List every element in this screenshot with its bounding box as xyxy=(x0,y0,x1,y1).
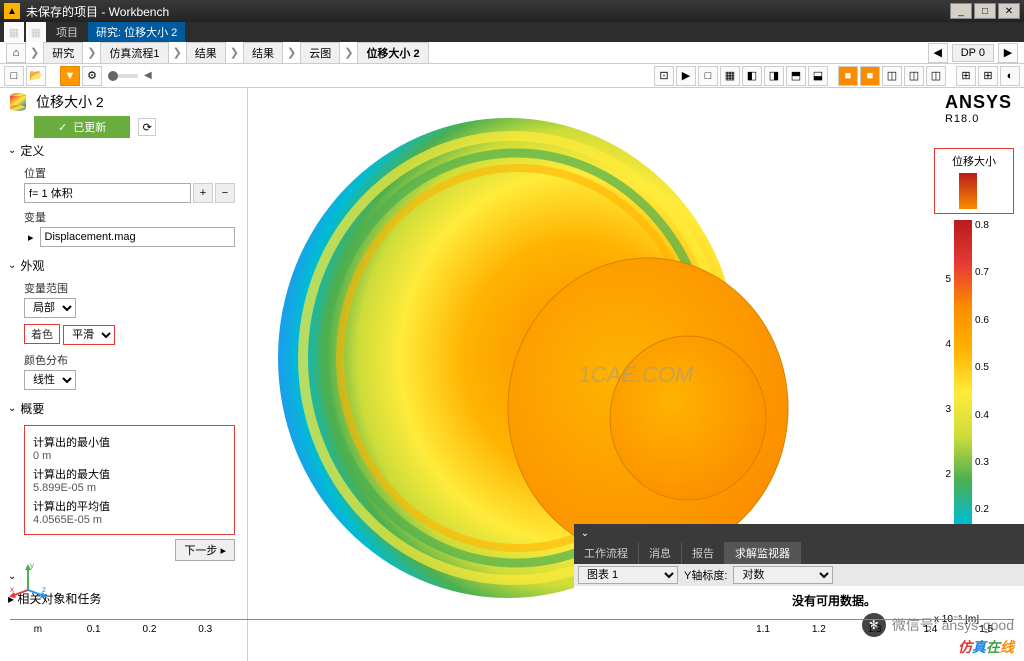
next-button[interactable]: 下一步 ▸ xyxy=(175,539,235,561)
tool-filter-icon[interactable]: ▼ xyxy=(60,66,80,86)
bc-contour[interactable]: 云图 xyxy=(300,42,340,64)
properties-panel: 位移大小 2 已更新 ⟳ 定义 位置 + − 变量 ▸ 外观 变量范围 局 xyxy=(0,88,248,661)
min-label: 计算出的最小值 xyxy=(33,434,226,450)
view-icon-5[interactable]: ◧ xyxy=(742,66,762,86)
chevron-right-icon: ❯ xyxy=(171,46,184,59)
view-icon-8[interactable]: ⬓ xyxy=(808,66,828,86)
toolbar: □ 📂 ▼ ⚙ ◀ ⊡ ▶ □ ▦ ◧ ◨ ⬒ ⬓ ■ ■ ◫ ◫ ◫ ⊞ ⊞ … xyxy=(0,64,1024,88)
view-icon-12[interactable]: ⊞ xyxy=(956,66,976,86)
range-select[interactable]: 局部 xyxy=(24,298,76,318)
menubar: ▦ ▦ 项目 研究: 位移大小 2 xyxy=(0,22,1024,42)
chevron-right-icon: ❯ xyxy=(85,46,98,59)
panel-empty-text: 没有可用数据。 xyxy=(574,586,1024,615)
titlebar: ▲ 未保存的项目 - Workbench _ □ ✕ xyxy=(0,0,1024,22)
section-definition[interactable]: 定义 xyxy=(0,138,247,163)
result-cylinder-icon xyxy=(6,90,30,114)
dp-label[interactable]: DP 0 xyxy=(952,44,994,62)
view-icon-13[interactable]: ⊞ xyxy=(978,66,998,86)
bc-prev-icon[interactable]: ◀ xyxy=(928,43,948,63)
panel-collapse-icon[interactable]: ⌄ xyxy=(574,524,596,542)
avg-label: 计算出的平均值 xyxy=(33,498,226,514)
bc-results2[interactable]: 结果 xyxy=(243,42,283,64)
chevron-right-icon: ❯ xyxy=(28,46,41,59)
section-appearance[interactable]: 外观 xyxy=(0,253,247,278)
view-orange-1-icon[interactable]: ■ xyxy=(838,66,858,86)
position-input[interactable] xyxy=(24,183,191,203)
viewport[interactable]: 1CAE.COM ANSYS R18.0 位移大小 543210 0.80.70… xyxy=(248,88,1024,661)
summary-box: 计算出的最小值 0 m 计算出的最大值 5.899E-05 m 计算出的平均值 … xyxy=(24,425,235,535)
chevron-right-icon: ❯ xyxy=(342,46,355,59)
view-icon-14[interactable]: ◐ xyxy=(1000,66,1020,86)
max-value: 5.899E-05 m xyxy=(33,482,226,494)
chevron-right-icon: ❯ xyxy=(285,46,298,59)
window-title: 未保存的项目 - Workbench xyxy=(26,3,948,20)
coloring-label: 着色 xyxy=(24,324,60,344)
status-badge: 已更新 xyxy=(34,116,130,138)
max-label: 计算出的最大值 xyxy=(33,466,226,482)
bc-next-icon[interactable]: ▶ xyxy=(998,43,1018,63)
result-title: 位移大小 2 xyxy=(36,92,104,112)
svg-text:x: x xyxy=(10,585,14,594)
tab-monitor[interactable]: 求解监视器 xyxy=(725,542,801,564)
position-label: 位置 xyxy=(24,165,235,181)
refresh-icon[interactable]: ⟳ xyxy=(138,118,156,136)
yscale-select[interactable]: 对数 xyxy=(733,566,833,584)
yscale-label: Y轴标度: xyxy=(684,567,727,583)
variable-input[interactable] xyxy=(40,227,235,247)
bc-disp[interactable]: 位移大小 2 xyxy=(357,42,428,64)
chart-select[interactable]: 图表 1 xyxy=(578,566,678,584)
range-label: 变量范围 xyxy=(24,280,235,296)
distribution-label: 颜色分布 xyxy=(24,352,235,368)
view-icon-9[interactable]: ◫ xyxy=(882,66,902,86)
bc-process[interactable]: 仿真流程1 xyxy=(100,42,168,64)
tab-report[interactable]: 报告 xyxy=(682,542,725,564)
minimize-button[interactable]: _ xyxy=(950,3,972,19)
view-grid-icon[interactable]: ▦ xyxy=(720,66,740,86)
brand-logo: ANSYS R18.0 xyxy=(945,92,1012,125)
tab-messages[interactable]: 消息 xyxy=(639,542,682,564)
bc-study[interactable]: 研究 xyxy=(43,42,83,64)
legend-title: 位移大小 xyxy=(937,153,1011,169)
ruler: m0.10.20.31.11.21.31.41.5 xyxy=(10,619,1014,649)
tool-open-icon[interactable]: 📂 xyxy=(26,66,46,86)
bc-results[interactable]: 结果 xyxy=(186,42,226,64)
add-icon[interactable]: + xyxy=(193,183,213,203)
coloring-select[interactable]: 平滑 xyxy=(63,325,115,345)
menu-icon-1[interactable]: ▦ xyxy=(4,22,24,42)
view-orange-2-icon[interactable]: ■ xyxy=(860,66,880,86)
bottom-panel: ⌄ 工作流程 消息 报告 求解监视器 图表 1 Y轴标度: 对数 没有可用数据。 xyxy=(574,524,1024,615)
svg-text:z: z xyxy=(42,585,46,594)
svg-text:y: y xyxy=(30,561,34,570)
view-icon-11[interactable]: ◫ xyxy=(926,66,946,86)
maximize-button[interactable]: □ xyxy=(974,3,996,19)
view-icon-10[interactable]: ◫ xyxy=(904,66,924,86)
view-box-icon[interactable]: □ xyxy=(698,66,718,86)
tool-new-icon[interactable]: □ xyxy=(4,66,24,86)
remove-icon[interactable]: − xyxy=(215,183,235,203)
view-fit-icon[interactable]: ⊡ xyxy=(654,66,674,86)
view-icon-6[interactable]: ◨ xyxy=(764,66,784,86)
chevron-right-icon: ❯ xyxy=(228,46,241,59)
time-slider[interactable] xyxy=(108,74,138,78)
app-icon: ▲ xyxy=(4,3,20,19)
close-button[interactable]: ✕ xyxy=(998,3,1020,19)
min-value: 0 m xyxy=(33,450,226,462)
view-icon-7[interactable]: ⬒ xyxy=(786,66,806,86)
tool-config-icon[interactable]: ⚙ xyxy=(82,66,102,86)
tab-workflow[interactable]: 工作流程 xyxy=(574,542,639,564)
menu-study[interactable]: 研究: 位移大小 2 xyxy=(88,22,185,42)
breadcrumb: ⌂ ❯ 研究 ❯ 仿真流程1 ❯ 结果 ❯ 结果 ❯ 云图 ❯ 位移大小 2 ◀… xyxy=(0,42,1024,64)
distribution-select[interactable]: 线性 xyxy=(24,370,76,390)
view-play-icon[interactable]: ▶ xyxy=(676,66,696,86)
home-icon[interactable]: ⌂ xyxy=(6,43,26,63)
main: 位移大小 2 已更新 ⟳ 定义 位置 + − 变量 ▸ 外观 变量范围 局 xyxy=(0,88,1024,661)
section-summary[interactable]: 概要 xyxy=(0,396,247,421)
avg-value: 4.0565E-05 m xyxy=(33,514,226,526)
menu-project[interactable]: 项目 xyxy=(48,22,86,42)
variable-label: 变量 xyxy=(24,209,235,225)
menu-icon-2[interactable]: ▦ xyxy=(26,22,46,42)
triad-icon: y x z xyxy=(8,560,48,600)
